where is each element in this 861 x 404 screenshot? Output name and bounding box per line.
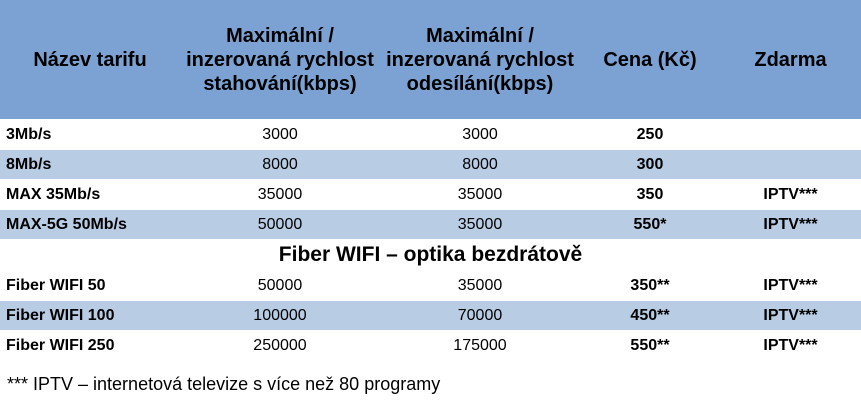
free-extra [720, 149, 861, 180]
tariff-name: Fiber WIFI 100 [0, 300, 180, 331]
tariff-table: Název tarifu Maximální / inzerovaná rych… [0, 0, 861, 360]
free-extra: IPTV*** [720, 209, 861, 240]
download-speed: 8000 [180, 149, 380, 180]
table-row: MAX 35Mb/s 35000 35000 350 IPTV*** [0, 179, 861, 210]
header-price: Cena (Kč) [580, 0, 720, 120]
free-extra: IPTV*** [720, 179, 861, 210]
table-row: 3Mb/s 3000 3000 250 [0, 119, 861, 150]
upload-speed: 3000 [380, 119, 580, 150]
price: 450** [580, 300, 720, 331]
upload-speed: 35000 [380, 270, 580, 301]
table-header-row: Název tarifu Maximální / inzerovaná rych… [0, 0, 861, 120]
download-speed: 50000 [180, 209, 380, 240]
download-speed: 50000 [180, 270, 380, 301]
header-upload-speed: Maximální / inzerovaná rychlost odesílán… [380, 0, 580, 120]
table-row: Fiber WIFI 250 250000 175000 550** IPTV*… [0, 330, 861, 360]
price: 250 [580, 119, 720, 150]
price: 350 [580, 179, 720, 210]
price: 300 [580, 149, 720, 180]
header-tariff-name: Název tarifu [0, 0, 180, 120]
price: 350** [580, 270, 720, 301]
price: 550** [580, 330, 720, 360]
header-free: Zdarma [720, 0, 861, 120]
section-row: Fiber WIFI – optika bezdrátově [0, 239, 861, 271]
download-speed: 35000 [180, 179, 380, 210]
footnote: *** IPTV – internetová televize s více n… [7, 374, 441, 394]
download-speed: 3000 [180, 119, 380, 150]
download-speed: 250000 [180, 330, 380, 360]
upload-speed: 175000 [380, 330, 580, 360]
free-extra: IPTV*** [720, 330, 861, 360]
free-extra: IPTV*** [720, 300, 861, 331]
upload-speed: 70000 [380, 300, 580, 331]
tariff-name: MAX-5G 50Mb/s [0, 209, 180, 240]
upload-speed: 35000 [380, 179, 580, 210]
free-extra [720, 119, 861, 150]
price: 550* [580, 209, 720, 240]
section-title: Fiber WIFI – optika bezdrátově [0, 239, 861, 271]
tariff-name: Fiber WIFI 250 [0, 330, 180, 360]
tariff-name: 3Mb/s [0, 119, 180, 150]
table-row: Fiber WIFI 50 50000 35000 350** IPTV*** [0, 270, 861, 301]
upload-speed: 8000 [380, 149, 580, 180]
header-download-speed: Maximální / inzerovaná rychlost stahován… [180, 0, 380, 120]
upload-speed: 35000 [380, 209, 580, 240]
tariff-name: 8Mb/s [0, 149, 180, 180]
table-row: 8Mb/s 8000 8000 300 [0, 149, 861, 180]
table-row: Fiber WIFI 100 100000 70000 450** IPTV**… [0, 300, 861, 331]
table-row: MAX-5G 50Mb/s 50000 35000 550* IPTV*** [0, 209, 861, 240]
download-speed: 100000 [180, 300, 380, 331]
tariff-name: MAX 35Mb/s [0, 179, 180, 210]
tariff-name: Fiber WIFI 50 [0, 270, 180, 301]
free-extra: IPTV*** [720, 270, 861, 301]
